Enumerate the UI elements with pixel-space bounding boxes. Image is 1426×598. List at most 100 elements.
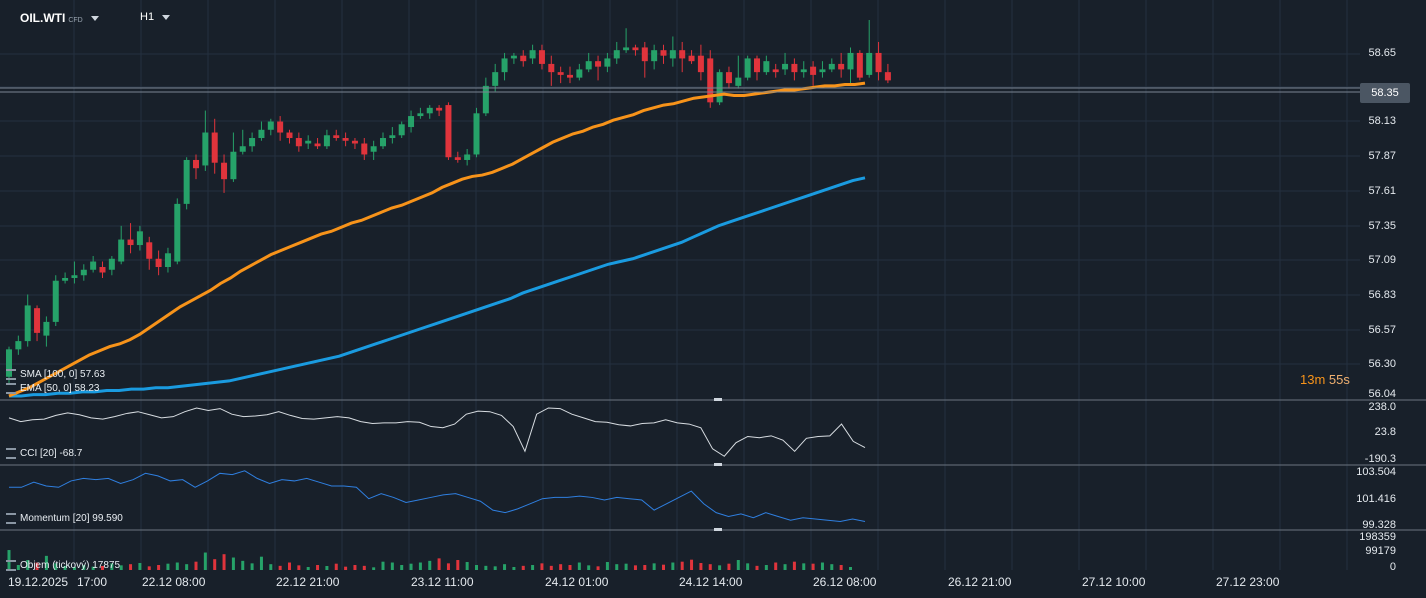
volume-bar	[428, 560, 432, 570]
candle-body	[754, 58, 760, 73]
candle-body	[155, 258, 162, 268]
indicator-volume-text: Objem (tickový) 17875	[20, 560, 121, 572]
candle-body	[866, 52, 873, 75]
candle-body	[454, 157, 461, 160]
pane-handle-momentum[interactable]	[714, 463, 722, 466]
volume-bar	[91, 566, 95, 570]
volume-bar	[624, 563, 628, 570]
volume-bar	[521, 565, 525, 570]
timeframe-selector[interactable]: H1	[140, 11, 171, 23]
volume-bar	[316, 565, 320, 570]
candle-body	[146, 242, 153, 259]
pane-handle-cci[interactable]	[714, 398, 722, 401]
volume-bar	[129, 564, 133, 570]
chevron-down-icon	[162, 14, 171, 20]
indicator-label-cci[interactable]: CCI [20] -68.7	[6, 448, 82, 459]
candle-body	[810, 66, 817, 75]
indicator-label-volume[interactable]: Objem (tickový) 17875	[6, 560, 120, 571]
volume-bar	[54, 563, 58, 570]
candle-body	[660, 50, 667, 56]
candle-body	[62, 277, 69, 281]
candle-body	[389, 135, 396, 139]
volume-bar	[381, 561, 385, 570]
x-tick: 24.12 01:00	[545, 575, 609, 589]
ema-line	[8, 81, 866, 398]
x-tick: 23.12 11:00	[411, 575, 474, 589]
y-tick: 56.30	[1368, 358, 1396, 370]
menu-icon	[6, 513, 16, 524]
volume-bar	[334, 563, 338, 570]
candle-countdown: 13m 55s	[1300, 372, 1350, 387]
candle-body	[108, 258, 115, 270]
y-tick: 57.09	[1368, 254, 1396, 266]
volume-bar	[830, 564, 834, 570]
volume-bar	[540, 563, 544, 570]
volume-bar	[306, 567, 310, 570]
volume-bar	[344, 566, 348, 570]
volume-bar	[596, 566, 600, 570]
candle-body	[267, 121, 274, 130]
menu-icon	[6, 560, 16, 571]
candle-body	[426, 107, 433, 114]
volume-bar	[811, 563, 815, 570]
symbol-name: OIL.WTI	[20, 11, 66, 25]
y-tick-cci: 23.8	[1374, 426, 1396, 438]
candle-body	[623, 47, 630, 51]
candle-body	[174, 203, 181, 262]
volume-bar	[390, 562, 394, 570]
volume-bar	[475, 565, 478, 570]
symbol-selector[interactable]: OIL.WTI CFD	[20, 11, 99, 25]
volume-bar	[849, 567, 852, 570]
volume-bar	[484, 565, 488, 570]
candle-body	[436, 107, 443, 111]
candle-body	[211, 132, 218, 163]
indicator-label-ema[interactable]: EMA [50, 0] 58.23	[6, 383, 100, 394]
volume-bar	[437, 558, 441, 570]
candle-body	[744, 58, 751, 78]
countdown-minutes: 13m	[1300, 372, 1326, 387]
volume-bar	[802, 563, 806, 570]
candle-body	[15, 341, 22, 350]
candles	[6, 20, 891, 386]
candle-body	[595, 61, 602, 67]
volume-bar	[16, 565, 20, 570]
candle-body	[277, 121, 284, 133]
candle-body	[230, 151, 237, 180]
volume-bar	[119, 565, 123, 570]
indicator-label-momentum[interactable]: Momentum [20] 99.590	[6, 513, 123, 524]
candle-body	[557, 72, 564, 75]
candle-body	[295, 138, 302, 147]
candle-body	[510, 55, 517, 59]
menu-icon	[6, 383, 16, 394]
volume-bar	[746, 563, 750, 570]
y-tick-momentum: 101.416	[1356, 493, 1396, 505]
candle-body	[80, 269, 87, 276]
candle-body	[370, 146, 377, 152]
volume-bar	[185, 564, 189, 570]
candle-body	[856, 52, 863, 78]
volume-bar	[418, 562, 422, 570]
candle-body	[333, 135, 340, 139]
indicator-label-sma[interactable]: SMA [100, 0] 57.63	[6, 369, 105, 380]
indicator-ema-text: EMA [50, 0] 58.23	[20, 383, 100, 395]
volume-bar	[662, 564, 665, 570]
candle-body	[351, 140, 358, 144]
candle-body	[697, 55, 704, 73]
candle-body	[613, 50, 620, 59]
candle-body	[314, 143, 321, 147]
x-tick: 27.12 10:00	[1082, 575, 1146, 589]
candle-body	[669, 50, 676, 59]
pane-handle-volume[interactable]	[714, 528, 722, 531]
candle-body	[641, 47, 648, 62]
candle-body	[651, 50, 658, 62]
volume-bar	[512, 567, 516, 570]
candle-body	[492, 72, 499, 86]
candle-body	[838, 63, 845, 70]
volume-bar	[503, 564, 507, 570]
symbol-type: CFD	[68, 17, 83, 24]
volume-bar	[531, 565, 535, 570]
candle-body	[258, 129, 265, 139]
volume-bar	[755, 565, 759, 570]
candle-body	[90, 261, 97, 270]
